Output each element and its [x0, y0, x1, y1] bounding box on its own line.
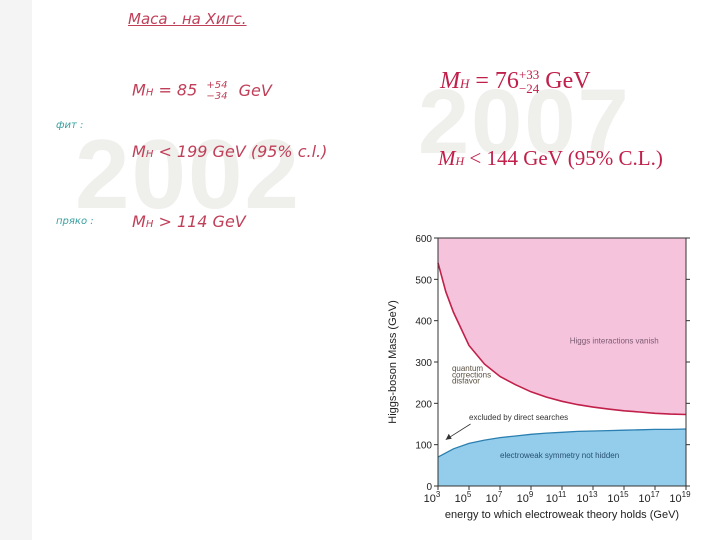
page-edge	[0, 0, 32, 540]
y-tick-label: 100	[415, 441, 432, 452]
estimate-symbol: M	[132, 80, 146, 100]
upper-bound-curve	[437, 262, 687, 416]
label-electroweak: electroweak symmetry not hidden	[500, 451, 619, 460]
y-tick-label: 300	[415, 358, 432, 369]
region-electroweak	[438, 429, 686, 486]
mass-symbol: M	[440, 68, 460, 94]
fit-label: фит :	[56, 120, 84, 131]
watermark-2002: 2002	[75, 119, 302, 229]
estimate-unit: GeV	[238, 80, 272, 100]
label-quantum-3: disfavor	[452, 376, 480, 385]
watermark-2007: 2007	[418, 71, 631, 173]
direct-symbol: M	[132, 212, 146, 231]
estimate-up: +54	[206, 80, 228, 91]
fit-limit: MH < 199 GeV (95% c.l.)	[132, 142, 327, 161]
x-tick-label: 109	[517, 490, 534, 505]
y-tick-label: 0	[426, 482, 432, 493]
x-tick-label: 1019	[669, 490, 691, 505]
x-tick-label: 103	[424, 490, 441, 505]
y-axis-label: Higgs-boson Mass (GeV)	[387, 300, 399, 424]
higgs-mass-chart: 0 100 200 300 400 500 600 103 105 107 109 1011 1013 1…	[387, 234, 691, 521]
mass-subscript: H	[460, 76, 470, 91]
lower-bound-curve	[437, 428, 687, 458]
y-tick-label: 200	[415, 399, 432, 410]
label-direct-searches: excluded by direct searches	[469, 413, 568, 422]
x-tick-label: 1013	[576, 490, 598, 505]
y-tick-label: 500	[415, 275, 432, 286]
mass-down: −24	[518, 81, 540, 97]
x-tick-label: 107	[486, 490, 503, 505]
limit-subscript: H	[455, 154, 465, 168]
direct-label: пряко :	[56, 216, 94, 227]
x-tick-label: 105	[455, 490, 472, 505]
y-tick-label: 400	[415, 317, 432, 328]
handwritten-page	[32, 0, 412, 540]
fit-subscript: H	[145, 149, 154, 160]
mass-estimate: MH = 85 +54 −34 GeV	[132, 80, 272, 102]
estimate-value: = 85	[158, 80, 198, 100]
estimate-subscript: H	[145, 87, 154, 99]
limit-result-2007: MH < 144 GeV (95% C.L.)	[438, 146, 663, 171]
mass-value: = 76	[475, 68, 519, 94]
limit-value: < 144 GeV (95% C.L.)	[469, 146, 663, 170]
fit-value: < 199 GeV (95% c.l.)	[158, 142, 328, 161]
direct-value: > 114 GeV	[158, 212, 246, 231]
mass-unit: GeV	[545, 68, 591, 94]
x-tick-label: 1017	[638, 490, 660, 505]
direct-subscript: H	[145, 219, 154, 230]
x-tick-label: 1011	[546, 490, 567, 505]
fit-symbol: M	[132, 142, 146, 161]
x-tick-label: 1015	[607, 490, 629, 505]
notes-title: Маса . на Хигс.	[128, 10, 247, 28]
mass-result-2007: MH = 76 +33 −24 GeV	[440, 68, 591, 96]
mass-up: +33	[518, 67, 540, 83]
region-allowed-band	[438, 262, 686, 458]
label-quantum-1: quantum	[452, 364, 483, 373]
x-axis-label: energy to which electroweak theory holds…	[445, 509, 679, 521]
direct-limit: MH > 114 GeV	[132, 212, 246, 231]
limit-symbol: M	[438, 146, 456, 170]
y-tick-label: 600	[415, 234, 432, 245]
label-higgs-vanish: Higgs interactions vanish	[570, 336, 659, 345]
direct-searches-arrowhead	[445, 433, 452, 440]
estimate-down: −34	[206, 91, 228, 102]
label-quantum-2: corrections	[452, 370, 491, 379]
